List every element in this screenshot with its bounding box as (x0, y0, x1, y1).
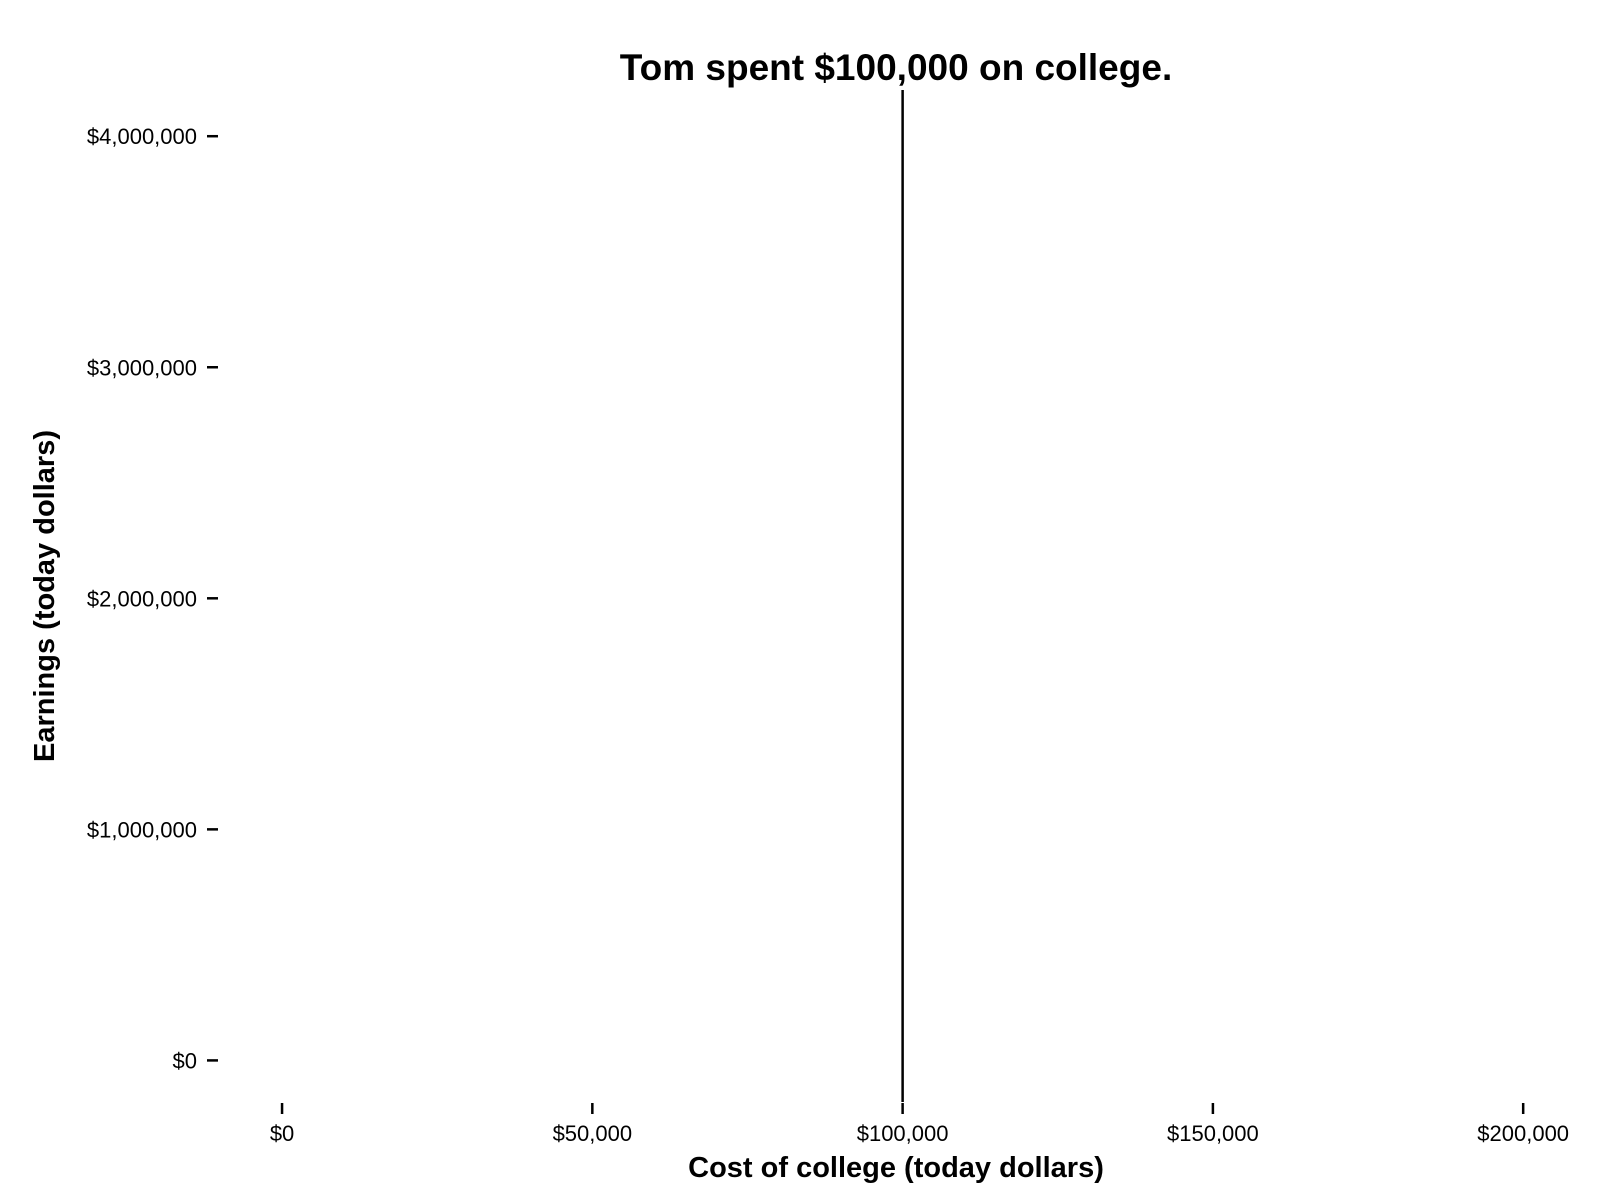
x-tick-label: $200,000 (1477, 1121, 1569, 1146)
y-tick-label: $3,000,000 (87, 355, 197, 380)
x-axis: $0 $50,000 $100,000 $150,000 $200,000 (270, 1103, 1569, 1146)
x-axis-title: Cost of college (today dollars) (688, 1152, 1104, 1184)
y-axis: $0 $1,000,000 $2,000,000 $3,000,000 $4,000,0… (87, 124, 218, 1073)
y-axis-title: Earnings (today dollars) (29, 430, 61, 762)
y-tick-label: $1,000,000 (87, 817, 197, 842)
y-tick-label: $0 (173, 1048, 197, 1073)
x-tick-label: $100,000 (857, 1121, 949, 1146)
x-tick-label: $150,000 (1167, 1121, 1259, 1146)
x-tick-label: $0 (270, 1121, 294, 1146)
y-tick-label: $2,000,000 (87, 586, 197, 611)
x-tick-label: $50,000 (553, 1121, 633, 1146)
chart-title: Tom spent $100,000 on college. (620, 47, 1172, 88)
y-tick-label: $4,000,000 (87, 124, 197, 149)
